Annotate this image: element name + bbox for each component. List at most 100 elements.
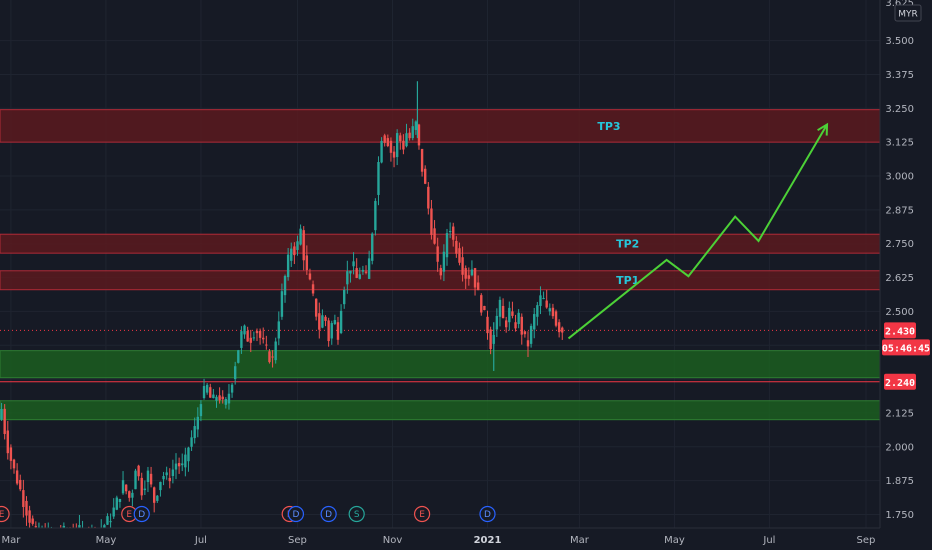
candle-body — [346, 271, 349, 285]
candle-body — [199, 404, 203, 417]
candle-body — [480, 295, 483, 313]
resistance-zone — [0, 109, 881, 143]
candle-body — [134, 470, 137, 490]
candle-body — [554, 311, 558, 326]
candle-body — [28, 510, 31, 523]
candle-body — [433, 228, 436, 244]
candle-body — [324, 316, 327, 321]
candle-body — [274, 341, 277, 361]
candle-body — [224, 398, 228, 405]
candle-body — [146, 470, 150, 482]
countdown-badge — [882, 339, 930, 356]
projection-path — [567, 122, 829, 340]
candle-body — [171, 469, 175, 477]
candle-body — [174, 463, 178, 470]
candle-body — [358, 274, 361, 279]
zones: TP3 TP2 TP1 — [0, 109, 881, 421]
support-zone — [0, 400, 881, 421]
x-tick-label: Mar — [570, 535, 590, 546]
projection-line — [567, 124, 828, 340]
candle-body — [495, 315, 499, 330]
candle-body — [520, 316, 523, 335]
candle-body — [152, 487, 156, 503]
candle-body — [286, 254, 290, 278]
y-tick-label: 3.125 — [885, 138, 914, 149]
x-tick-label: Sep — [288, 535, 307, 546]
candle-body — [333, 320, 337, 325]
event-marker-split — [348, 505, 365, 523]
candle-body — [124, 484, 128, 492]
candle-body — [327, 320, 330, 342]
candle-body — [9, 447, 13, 461]
price-badges: 2.430 05:46:45 2.240 — [882, 322, 930, 390]
candle-body — [336, 322, 340, 340]
candle-body — [445, 233, 449, 258]
x-tick-label: 2021 — [474, 535, 502, 546]
candle-body — [517, 312, 520, 325]
price-axis[interactable] — [880, 0, 932, 550]
candle-body — [411, 126, 414, 139]
candle-body — [22, 490, 25, 508]
level-price-label: 2.240 — [885, 378, 915, 389]
candle-body — [106, 516, 109, 525]
candle-body — [439, 268, 442, 276]
candle-body — [258, 331, 262, 338]
candle-body — [103, 525, 106, 528]
candle-body — [0, 408, 3, 420]
candle-body — [498, 299, 502, 317]
candle-body — [523, 331, 527, 335]
candle-body — [143, 488, 147, 491]
y-tick-label: 2.625 — [885, 273, 914, 284]
candle-body — [399, 135, 402, 142]
projection-arrowhead — [817, 122, 829, 136]
candle-body — [115, 497, 119, 510]
candle-body — [3, 408, 6, 434]
event-letter: E — [419, 510, 425, 520]
candle-body — [414, 121, 418, 130]
candle-body — [452, 226, 455, 240]
y-tick-label: 3.375 — [885, 70, 914, 81]
candle-body — [467, 275, 471, 279]
candle-body — [536, 305, 539, 317]
level-price-badge — [884, 373, 916, 390]
candle-body — [526, 340, 530, 347]
zone-label-tp3: TP3 — [597, 120, 620, 133]
event-marker-earnings — [0, 505, 10, 523]
x-tick-label: May — [664, 535, 685, 546]
countdown-label: 05:46:45 — [882, 343, 930, 354]
candle-body — [181, 463, 184, 466]
support-zone — [0, 350, 881, 379]
last-price-badge — [884, 322, 916, 339]
candle-body — [483, 305, 486, 311]
candle-body — [31, 518, 34, 524]
candle-body — [193, 426, 196, 439]
event-letter: E — [126, 510, 132, 520]
candle-body — [149, 473, 153, 485]
candle-body — [436, 246, 439, 262]
candle-body — [293, 246, 296, 256]
x-axis-ticks: Mar May Jul Sep Nov 2021 Mar May Jul Sep — [1, 535, 875, 546]
candle-body — [349, 270, 352, 274]
candle-body — [280, 291, 284, 317]
candle-body — [209, 387, 212, 398]
y-tick-label: 3.500 — [885, 36, 914, 47]
candle-body — [455, 240, 458, 254]
candle-body — [15, 470, 19, 484]
candle-body — [205, 384, 209, 393]
candle-body — [302, 230, 305, 261]
candle-body — [461, 257, 464, 275]
candle-body — [262, 337, 265, 340]
candle-body — [427, 186, 430, 209]
candle-body — [489, 329, 492, 350]
candle-body — [230, 384, 234, 393]
candle-body — [240, 331, 243, 348]
candle-body — [246, 331, 249, 342]
candle-body — [305, 255, 309, 271]
currency-button[interactable]: MYR — [894, 4, 922, 22]
candle-body — [12, 459, 16, 469]
time-axis[interactable] — [0, 528, 880, 550]
candle-body — [109, 521, 112, 523]
y-tick-label: 3.250 — [885, 104, 914, 115]
candle-body — [511, 311, 514, 316]
